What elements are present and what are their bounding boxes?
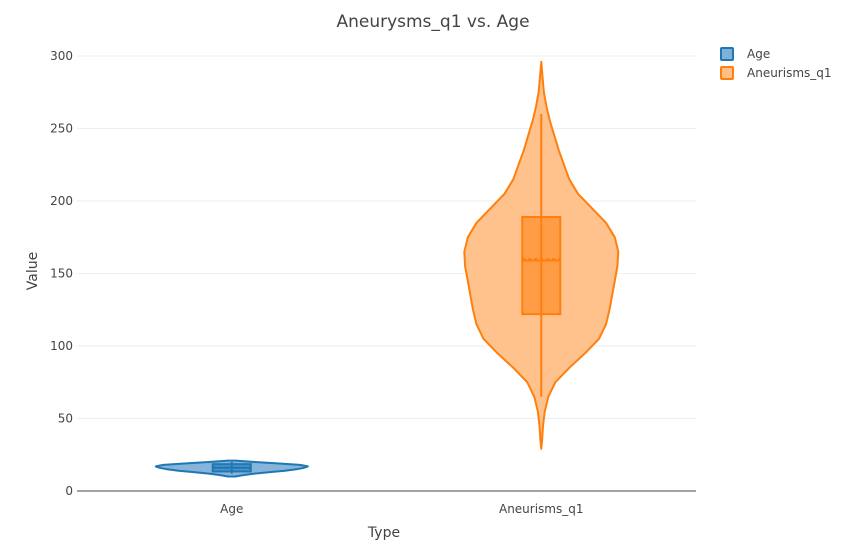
- y-tick-label: 200: [50, 194, 73, 208]
- violin-aneurisms-q1: [463, 60, 620, 450]
- violin-box: [521, 215, 562, 316]
- y-axis-title: Value: [25, 252, 41, 290]
- legend-label: Aneurisms_q1: [747, 66, 832, 80]
- legend-label: Age: [747, 47, 770, 61]
- legend-swatch: [720, 66, 734, 80]
- x-tick-labels: Age Aneurisms_q1: [220, 502, 583, 516]
- y-tick-label: 50: [58, 412, 73, 426]
- violin-age: [154, 459, 309, 478]
- y-gridlines: [77, 55, 696, 419]
- x-tick-label: Age: [220, 502, 243, 516]
- y-tick-label: 300: [50, 49, 73, 63]
- y-tick-label: 250: [50, 122, 73, 136]
- x-tick-label: Aneurisms_q1: [499, 502, 584, 516]
- legend: Age Aneurisms_q1: [720, 47, 832, 80]
- legend-item[interactable]: Age: [720, 47, 770, 61]
- legend-item[interactable]: Aneurisms_q1: [720, 66, 832, 80]
- x-axis-title: Type: [367, 525, 400, 541]
- y-tick-labels: 0 50 100 150 200 250 300: [50, 49, 73, 498]
- violin-plots: [154, 60, 620, 478]
- y-tick-label: 150: [50, 267, 73, 281]
- y-tick-label: 0: [65, 484, 73, 498]
- y-tick-label: 100: [50, 339, 73, 353]
- chart-title: Aneurysms_q1 vs. Age: [336, 12, 529, 32]
- legend-swatch: [720, 47, 734, 61]
